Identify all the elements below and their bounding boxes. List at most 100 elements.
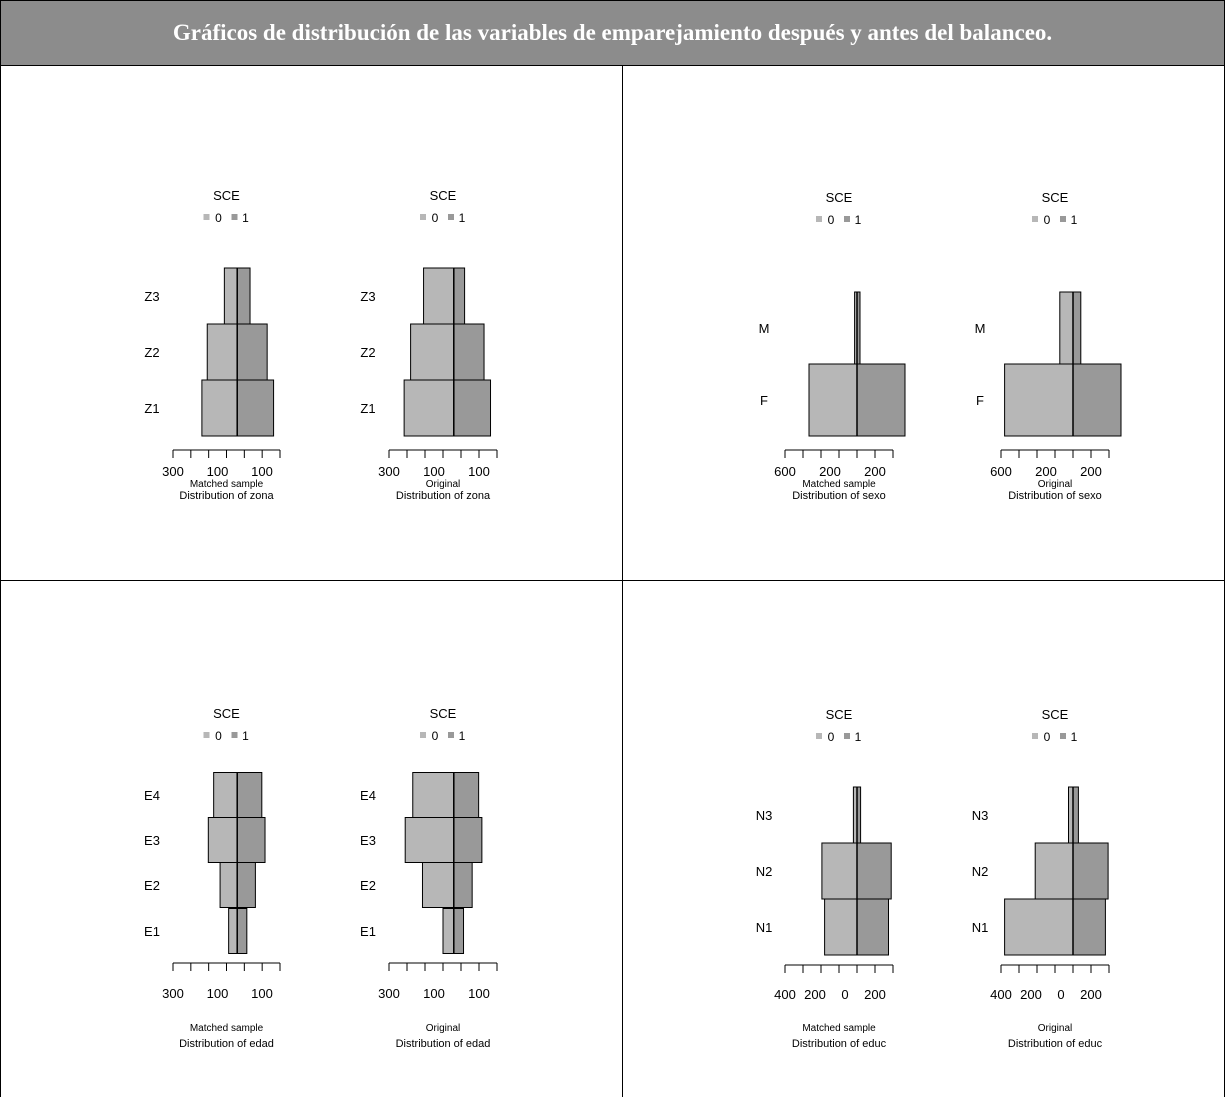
category-label-F: F <box>976 393 984 408</box>
panel-caption: Distribution of sexo <box>1008 490 1102 502</box>
legend-label-1: 1 <box>1071 730 1078 744</box>
category-label-Z3: Z3 <box>144 289 159 304</box>
legend-label-0: 0 <box>828 730 835 744</box>
bar-N2-group0 <box>1034 842 1074 900</box>
panel-subtitle: Matched sample <box>190 479 264 490</box>
bar-Z2-group1 <box>453 323 485 381</box>
legend-label-1: 1 <box>1071 213 1078 227</box>
panel-subtitle: Original <box>426 479 460 490</box>
legend-swatch-0 <box>1032 733 1038 739</box>
category-label-E4: E4 <box>360 788 376 803</box>
panel-caption: Distribution of edad <box>396 1038 491 1050</box>
bar-Z3-group0 <box>223 267 238 325</box>
panel-caption: Distribution of sexo <box>792 490 886 502</box>
legend-label-0: 0 <box>215 729 222 743</box>
legend-label-1: 1 <box>855 213 862 227</box>
category-label-E1: E1 <box>360 924 376 939</box>
x-tick-label: 100 <box>207 464 229 479</box>
panel-caption: Distribution of zona <box>396 490 491 502</box>
panel-caption: Distribution of educ <box>792 1038 887 1050</box>
panel-subtitle: Original <box>1038 1023 1072 1034</box>
x-tick-label: 300 <box>378 986 400 1001</box>
bar-N2-group1 <box>1072 842 1109 900</box>
bar-Z3-group0 <box>423 267 455 325</box>
x-tick-label: 200 <box>1020 987 1042 1002</box>
category-label-N1: N1 <box>972 920 989 935</box>
bar-E1-group0 <box>228 908 238 954</box>
bar-E2-group0 <box>421 862 455 908</box>
legend-swatch-0 <box>203 732 210 738</box>
bar-M-group0 <box>1059 291 1074 365</box>
category-label-N2: N2 <box>972 864 989 879</box>
bar-E3-group1 <box>236 817 266 863</box>
x-tick-label: 100 <box>251 464 273 479</box>
bar-E3-group0 <box>207 817 238 863</box>
bar-Z1-group0 <box>201 379 238 437</box>
legend-label-0: 0 <box>432 729 439 743</box>
bar-F-group0 <box>808 363 858 437</box>
x-tick-label: 600 <box>774 464 796 479</box>
panel-educ-matched: SCE 0 1 N3 N2 N1 400 200 0 200 Matched sample Distr… <box>756 707 894 1050</box>
legend-swatch-1 <box>1060 733 1066 739</box>
x-tick-label: 300 <box>378 464 400 479</box>
legend-title: SCE <box>826 707 853 722</box>
category-label-E3: E3 <box>360 833 376 848</box>
category-label-Z1: Z1 <box>144 401 159 416</box>
bar-E4-group0 <box>412 772 455 818</box>
x-tick-label: 200 <box>864 464 886 479</box>
legend-swatch-0 <box>420 214 426 220</box>
chart-cell-educ: SCE 0 1 N3 N2 N1 400 200 0 200 Matched sample Distr… <box>623 581 1225 1097</box>
bar-E4-group0 <box>213 772 238 818</box>
panel-subtitle: Matched sample <box>802 479 876 490</box>
legend-swatch-0 <box>816 733 822 739</box>
panel-subtitle: Original <box>1038 479 1072 490</box>
legend-label-1: 1 <box>459 729 466 743</box>
bar-E4-group1 <box>236 772 263 818</box>
category-label-E4: E4 <box>144 788 160 803</box>
panel-caption: Distribution of edad <box>179 1038 274 1050</box>
legend-label-1: 1 <box>855 730 862 744</box>
category-label-N3: N3 <box>972 808 989 823</box>
bar-N2-group1 <box>856 842 892 900</box>
category-label-Z2: Z2 <box>360 345 375 360</box>
legend-title: SCE <box>213 706 240 721</box>
x-tick-label: 300 <box>162 464 184 479</box>
legend-swatch-0 <box>1032 216 1038 222</box>
bar-E4-group1 <box>453 772 480 818</box>
page-title: Gráficos de distribución de las variable… <box>0 0 1225 66</box>
chart-cell-edad: SCE 0 1 E4 E3 E2 E1 300 100 100 Matched sample Dist… <box>0 581 623 1097</box>
bar-N3-group1 <box>1072 786 1079 844</box>
x-tick-label: 0 <box>1057 987 1064 1002</box>
x-tick-label: 400 <box>774 987 796 1002</box>
x-tick-label: 400 <box>990 987 1012 1002</box>
category-label-N1: N1 <box>756 920 773 935</box>
panel-subtitle: Original <box>426 1023 460 1034</box>
x-tick-label: 300 <box>162 986 184 1001</box>
category-label-Z2: Z2 <box>144 345 159 360</box>
panel-caption: Distribution of educ <box>1008 1038 1103 1050</box>
bar-M-group1 <box>1072 291 1082 365</box>
legend-swatch-0 <box>816 216 822 222</box>
legend-label-0: 0 <box>1044 213 1051 227</box>
category-label-E1: E1 <box>144 924 160 939</box>
category-label-M: M <box>759 321 770 336</box>
legend-swatch-1 <box>231 214 238 220</box>
legend-title: SCE <box>430 188 457 203</box>
legend-label-1: 1 <box>459 211 466 225</box>
bar-E2-group0 <box>219 862 238 908</box>
legend-label-0: 0 <box>432 211 439 225</box>
x-tick-label: 100 <box>207 986 229 1001</box>
x-tick-label: 100 <box>468 464 490 479</box>
bar-Z1-group1 <box>236 379 275 437</box>
bar-Z3-group1 <box>236 267 251 325</box>
legend-swatch-1 <box>844 216 850 222</box>
legend-swatch-1 <box>448 732 454 738</box>
bar-E3-group1 <box>453 817 483 863</box>
bar-E1-group1 <box>236 908 248 954</box>
x-tick-label: 600 <box>990 464 1012 479</box>
bar-N1-group1 <box>1072 898 1106 956</box>
